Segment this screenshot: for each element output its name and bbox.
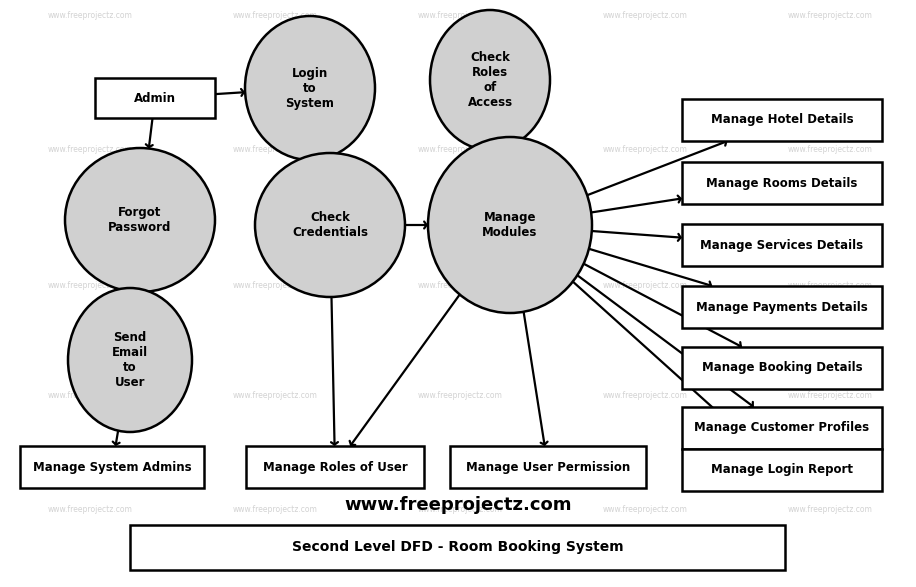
Text: Manage Rooms Details: Manage Rooms Details xyxy=(706,177,857,190)
FancyBboxPatch shape xyxy=(682,162,882,204)
Text: Manage Payments Details: Manage Payments Details xyxy=(696,301,867,313)
Text: Manage Customer Profiles: Manage Customer Profiles xyxy=(694,421,869,434)
Text: www.freeprojectz.com: www.freeprojectz.com xyxy=(788,390,872,400)
Text: www.freeprojectz.com: www.freeprojectz.com xyxy=(233,146,318,154)
Text: www.freeprojectz.com: www.freeprojectz.com xyxy=(788,505,872,514)
FancyBboxPatch shape xyxy=(246,446,424,488)
Text: www.freeprojectz.com: www.freeprojectz.com xyxy=(48,146,133,154)
Text: www.freeprojectz.com: www.freeprojectz.com xyxy=(418,505,503,514)
Text: Manage
Modules: Manage Modules xyxy=(483,211,538,239)
Text: www.freeprojectz.com: www.freeprojectz.com xyxy=(48,11,133,19)
Ellipse shape xyxy=(68,288,192,432)
Ellipse shape xyxy=(65,148,215,292)
FancyBboxPatch shape xyxy=(682,347,882,389)
Text: Manage Booking Details: Manage Booking Details xyxy=(702,362,862,375)
FancyBboxPatch shape xyxy=(682,407,882,449)
Text: www.freeprojectz.com: www.freeprojectz.com xyxy=(233,11,318,19)
Text: Check
Credentials: Check Credentials xyxy=(292,211,368,239)
Text: www.freeprojectz.com: www.freeprojectz.com xyxy=(603,146,687,154)
Text: www.freeprojectz.com: www.freeprojectz.com xyxy=(233,390,318,400)
Text: Manage Roles of User: Manage Roles of User xyxy=(263,460,408,474)
Ellipse shape xyxy=(255,153,405,297)
Text: www.freeprojectz.com: www.freeprojectz.com xyxy=(788,146,872,154)
Text: www.freeprojectz.com: www.freeprojectz.com xyxy=(603,505,687,514)
FancyBboxPatch shape xyxy=(95,78,215,118)
Text: www.freeprojectz.com: www.freeprojectz.com xyxy=(233,281,318,289)
Text: www.freeprojectz.com: www.freeprojectz.com xyxy=(788,281,872,289)
FancyBboxPatch shape xyxy=(20,446,204,488)
Text: Manage System Admins: Manage System Admins xyxy=(33,460,191,474)
Text: www.freeprojectz.com: www.freeprojectz.com xyxy=(48,281,133,289)
Text: www.freeprojectz.com: www.freeprojectz.com xyxy=(233,505,318,514)
Text: www.freeprojectz.com: www.freeprojectz.com xyxy=(603,281,687,289)
Text: www.freeprojectz.com: www.freeprojectz.com xyxy=(344,496,572,514)
Text: www.freeprojectz.com: www.freeprojectz.com xyxy=(603,390,687,400)
Text: Manage User Permission: Manage User Permission xyxy=(466,460,630,474)
Ellipse shape xyxy=(245,16,375,160)
Text: Second Level DFD - Room Booking System: Second Level DFD - Room Booking System xyxy=(291,541,623,555)
FancyBboxPatch shape xyxy=(450,446,646,488)
FancyBboxPatch shape xyxy=(682,224,882,266)
Text: Manage Services Details: Manage Services Details xyxy=(701,238,864,251)
Text: www.freeprojectz.com: www.freeprojectz.com xyxy=(418,281,503,289)
Text: www.freeprojectz.com: www.freeprojectz.com xyxy=(603,11,687,19)
Text: Forgot
Password: Forgot Password xyxy=(108,206,171,234)
Text: Manage Hotel Details: Manage Hotel Details xyxy=(711,113,854,127)
Text: www.freeprojectz.com: www.freeprojectz.com xyxy=(48,505,133,514)
Ellipse shape xyxy=(430,10,550,150)
Text: www.freeprojectz.com: www.freeprojectz.com xyxy=(48,390,133,400)
FancyBboxPatch shape xyxy=(682,449,882,491)
Text: www.freeprojectz.com: www.freeprojectz.com xyxy=(418,146,503,154)
Text: Login
to
System: Login to System xyxy=(286,66,334,110)
FancyBboxPatch shape xyxy=(130,525,785,570)
FancyBboxPatch shape xyxy=(682,99,882,141)
Text: www.freeprojectz.com: www.freeprojectz.com xyxy=(788,11,872,19)
Ellipse shape xyxy=(428,137,592,313)
Text: www.freeprojectz.com: www.freeprojectz.com xyxy=(418,11,503,19)
Text: Send
Email
to
User: Send Email to User xyxy=(112,331,148,389)
Text: Check
Roles
of
Access: Check Roles of Access xyxy=(467,51,513,109)
Text: www.freeprojectz.com: www.freeprojectz.com xyxy=(418,390,503,400)
Text: Manage Login Report: Manage Login Report xyxy=(711,464,853,477)
Text: Admin: Admin xyxy=(134,92,176,104)
FancyBboxPatch shape xyxy=(682,286,882,328)
